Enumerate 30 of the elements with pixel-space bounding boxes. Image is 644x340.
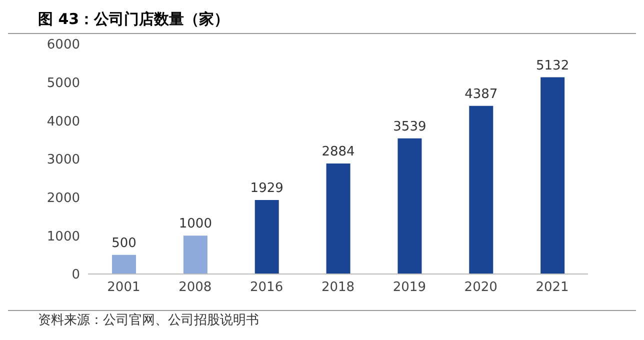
data-label: 1000 bbox=[178, 216, 212, 232]
bar bbox=[469, 106, 494, 274]
data-label: 4387 bbox=[464, 86, 498, 102]
x-tick-label: 2018 bbox=[321, 280, 355, 296]
y-tick-label: 4000 bbox=[46, 114, 80, 130]
text: 资料来源：公司官网、公司招股说明书 bbox=[8, 310, 636, 329]
bar bbox=[183, 236, 208, 274]
data-label: 1929 bbox=[250, 181, 284, 196]
x-tick-label: 2001 bbox=[107, 280, 140, 296]
x-tick-label: 2016 bbox=[250, 280, 284, 296]
bar bbox=[398, 138, 422, 274]
x-tick-label: 2020 bbox=[464, 280, 498, 296]
y-tick-label: 0 bbox=[72, 268, 80, 283]
y-tick-label: 3000 bbox=[46, 152, 80, 168]
y-tick-label: 1000 bbox=[46, 229, 80, 244]
x-tick-label: 2021 bbox=[536, 280, 569, 296]
data-label: 3539 bbox=[393, 119, 426, 134]
bar bbox=[326, 163, 350, 274]
chart-title: 图 43：公司门店数量（家） bbox=[8, 8, 636, 34]
y-tick-label: 5000 bbox=[46, 76, 80, 91]
y-tick-label: 2000 bbox=[46, 190, 80, 206]
x-tick-label: 2008 bbox=[178, 280, 212, 296]
y-tick-label: 6000 bbox=[46, 38, 80, 53]
x-tick-label: 2019 bbox=[392, 280, 426, 296]
bar bbox=[254, 200, 279, 274]
bar bbox=[540, 77, 565, 274]
bar bbox=[112, 254, 136, 274]
data-label: 2884 bbox=[322, 144, 355, 160]
data-label: 5132 bbox=[536, 58, 570, 74]
data-label: 500 bbox=[112, 236, 136, 251]
